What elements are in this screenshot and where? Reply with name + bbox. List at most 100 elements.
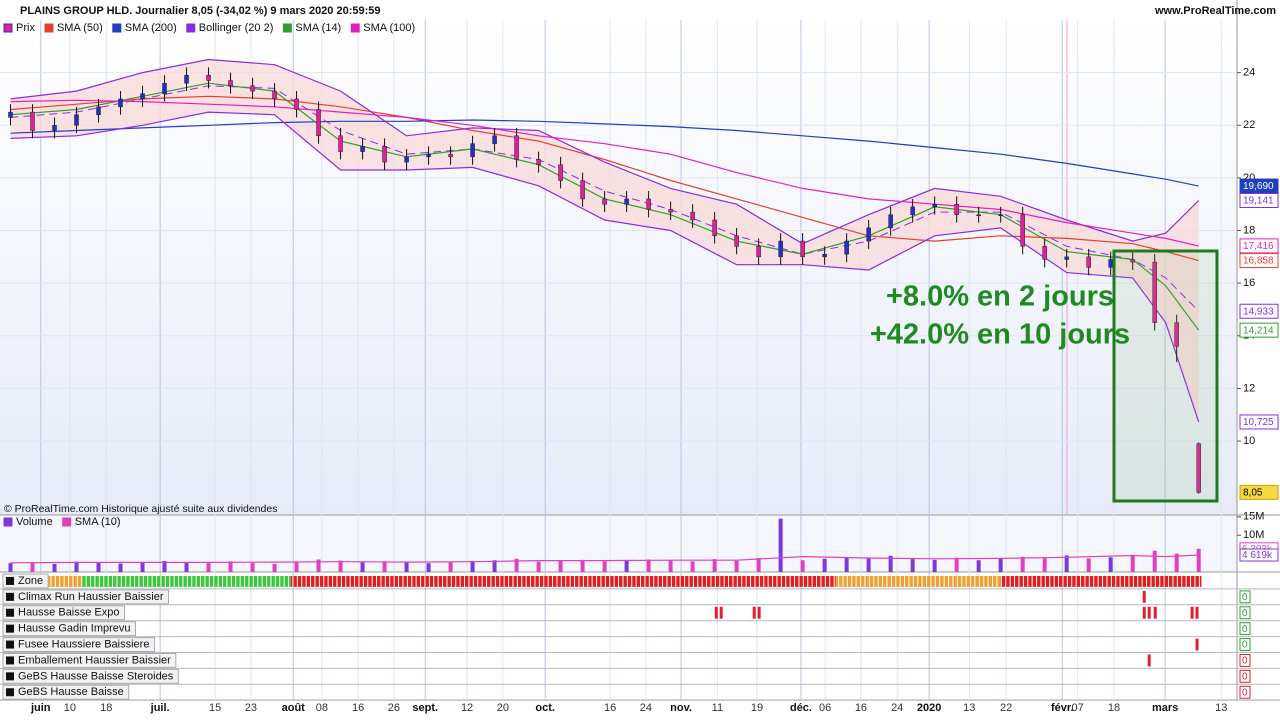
signal-marker (752, 606, 756, 619)
candle-body (734, 235, 739, 247)
candle-body (514, 135, 519, 160)
footnote: © ProRealTime.com Historique ajusté suit… (4, 503, 277, 515)
x-tick-label: août (282, 702, 306, 714)
candle-body (998, 214, 1003, 216)
sma-line (10, 99, 1199, 247)
zone-segment (1000, 576, 1202, 587)
bollinger-fill (10, 59, 1199, 422)
y-tick-label: 24 (1243, 67, 1255, 79)
candle-body (74, 114, 79, 126)
x-tick-label: 24 (891, 702, 903, 714)
candle-body (294, 98, 299, 110)
volume-bar (844, 557, 849, 572)
x-tick-label: déc. (790, 702, 812, 714)
volume-bar (558, 560, 563, 572)
signal-marker (1190, 606, 1194, 619)
volume-bar (1086, 558, 1091, 572)
row-label-box (2, 684, 130, 700)
row-label: Hausse Baisse Expo (18, 607, 120, 619)
sma-line (10, 119, 1199, 187)
volume-bar (932, 559, 937, 572)
x-tick-label: 20 (497, 702, 509, 714)
candle-body (272, 90, 277, 100)
row-value: 0 (1242, 608, 1248, 619)
volume-bar (778, 518, 783, 572)
volume-bar (426, 563, 431, 572)
x-tick-label: juil. (150, 702, 170, 714)
candle-body (1064, 256, 1069, 260)
x-tick-label: 08 (316, 702, 328, 714)
row-value: 0 (1242, 671, 1248, 682)
legend-label: SMA (100) (363, 22, 415, 34)
volume-bar (1196, 548, 1201, 572)
volume-bar (976, 560, 981, 572)
legend-swatch (112, 23, 122, 33)
legend-swatch (62, 517, 72, 527)
volume-bar (1042, 558, 1047, 572)
row-label: GeBS Hausse Baisse (18, 686, 124, 698)
candle-body (30, 111, 35, 131)
sma-line (10, 95, 1199, 262)
legend-label: Bollinger (20 2) (199, 22, 274, 34)
candle-body (492, 135, 497, 144)
legend-swatch (44, 23, 54, 33)
candle-body (1196, 443, 1201, 493)
row-icon (6, 624, 14, 633)
chart-title: PLAINS GROUP HLD. Journalier 8,05 (-34,0… (20, 5, 381, 17)
x-tick-label: 22 (1000, 702, 1012, 714)
volume-bar (646, 559, 651, 572)
x-tick-label: 26 (388, 702, 400, 714)
row-label-box (2, 589, 169, 605)
candle-body (1042, 246, 1047, 260)
volume-bar (756, 558, 761, 572)
volume-bar (954, 557, 959, 572)
volume-bar (448, 562, 453, 572)
row-value-box (1239, 669, 1251, 683)
legend-swatch (186, 23, 196, 33)
signal-marker (714, 606, 718, 619)
volume-bar (822, 558, 827, 572)
volume-bar (624, 560, 629, 572)
volume-bar (492, 560, 497, 572)
volume-bar (8, 563, 13, 572)
row-label-box (2, 668, 179, 684)
bollinger-upper (10, 58, 1200, 245)
x-tick-label: juin (30, 702, 51, 714)
volume-bar (404, 562, 409, 572)
price-label: 14,933 (1243, 306, 1274, 317)
y-tick-label: 16 (1243, 277, 1255, 289)
candle-body (426, 153, 431, 158)
y-tick-label: 22 (1243, 119, 1255, 131)
row-icon (6, 576, 14, 585)
volume-bar (272, 563, 277, 572)
candle-body (8, 111, 13, 118)
candle-body (140, 93, 145, 100)
x-tick-label: nov. (670, 702, 692, 714)
site: www.ProRealTime.com (1154, 5, 1276, 17)
legend-label: Volume (16, 516, 53, 528)
candle-body (118, 98, 123, 108)
candle-body (448, 153, 453, 158)
row-value-box (1239, 622, 1251, 636)
volume-bar (30, 562, 35, 572)
x-tick-label: 13 (1215, 702, 1227, 714)
row-value-box (1239, 685, 1251, 699)
volume-bar (1020, 556, 1025, 572)
candle-body (558, 164, 563, 181)
row-label-box (2, 621, 136, 637)
legend-label: SMA (50) (57, 22, 103, 34)
row-label: Hausse Gadin Imprevu (18, 623, 131, 635)
volume-bar (690, 561, 695, 572)
candle-body (624, 198, 629, 205)
signal-marker (1195, 638, 1199, 651)
volume-bar (800, 560, 805, 572)
price-label: 10,725 (1243, 417, 1274, 428)
volume-bar (96, 562, 101, 572)
bollinger-lower (10, 111, 1200, 423)
candle-body (800, 240, 805, 258)
candle-body (888, 214, 893, 229)
volume-bar (866, 558, 871, 572)
price-label: 14,214 (1243, 325, 1274, 336)
volume-bar (118, 563, 123, 572)
